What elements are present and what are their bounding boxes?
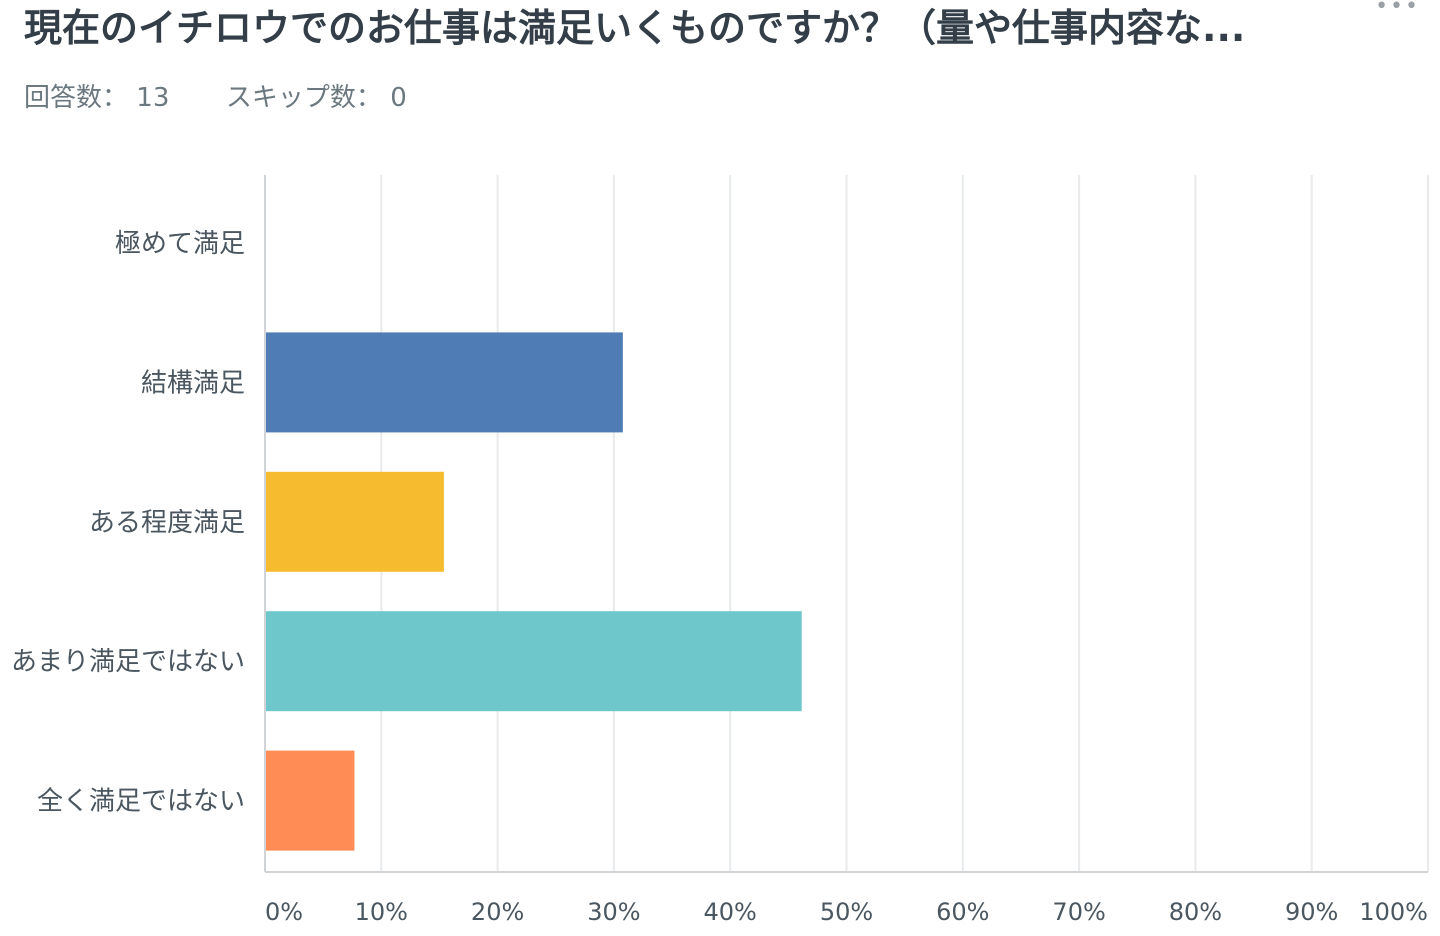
category-label: 結構満足 — [141, 368, 245, 398]
ellipsis-icon[interactable]: ••• — [1375, 0, 1420, 19]
bars — [266, 332, 802, 851]
x-tick-label: 70% — [1052, 898, 1105, 926]
x-tick-label: 90% — [1285, 898, 1338, 926]
x-tick-label: 50% — [820, 898, 873, 926]
x-tick-label: 20% — [471, 898, 524, 926]
axes — [264, 175, 1428, 873]
response-stats: 回答数： 13 スキップ数： 0 — [24, 80, 407, 116]
x-tick-label: 40% — [704, 898, 757, 926]
category-label: あまり満足ではない — [11, 647, 245, 677]
gridlines — [380, 175, 1429, 872]
category-label: 極めて満足 — [115, 229, 245, 259]
skipped-count: 0 — [390, 83, 407, 113]
answered-label: 回答数： — [24, 83, 129, 113]
question-title: 現在のイチロウでのお仕事は満足いくものですか？（量や仕事内容な... — [24, 6, 1246, 50]
bar — [266, 750, 355, 851]
x-tick-label: 80% — [1169, 898, 1222, 926]
category-label: 全く満足ではない — [37, 787, 245, 817]
x-tick-label: 10% — [355, 898, 408, 926]
category-label: ある程度満足 — [89, 508, 245, 538]
x-tick-label: 30% — [587, 898, 640, 926]
answered-count: 13 — [136, 83, 170, 113]
tick-labels: 0% 10% 20% 30% 40% 50% 60% 70% 80% 90% 100% — [265, 898, 1428, 926]
skipped-label: スキップ数： — [225, 83, 382, 113]
bar — [266, 471, 444, 572]
bar — [266, 611, 802, 712]
x-tick-label: 0% — [265, 898, 303, 926]
x-tick-label: 100% — [1359, 898, 1428, 926]
x-tick-label: 60% — [936, 898, 989, 926]
bar — [266, 332, 623, 433]
